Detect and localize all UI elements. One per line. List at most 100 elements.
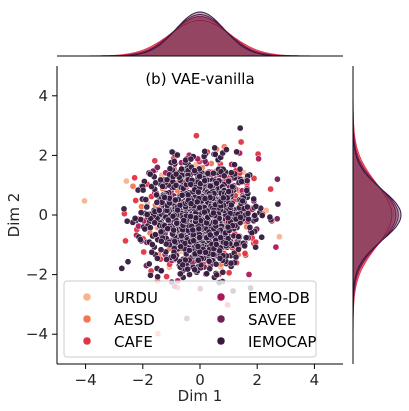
scatter-point	[213, 271, 221, 279]
scatter-point	[209, 251, 217, 258]
scatter-point	[137, 236, 144, 243]
scatter-point	[266, 213, 274, 221]
legend-label: IEMOCAP	[248, 333, 316, 351]
y-tick-label: 4	[38, 87, 48, 105]
scatter-point	[157, 267, 165, 275]
scatter-point	[241, 250, 249, 257]
scatter-point	[222, 239, 230, 247]
scatter-point	[227, 169, 235, 177]
scatter-point	[157, 228, 165, 236]
scatter-point	[219, 194, 227, 202]
x-axis-label: Dim 1	[178, 387, 223, 405]
scatter-point	[245, 215, 252, 223]
scatter-point	[163, 176, 171, 184]
scatter-point	[276, 233, 283, 241]
scatter-point	[137, 216, 145, 223]
scatter-point	[132, 197, 140, 204]
scatter-point	[231, 161, 238, 169]
scatter-point	[250, 195, 258, 203]
legend-label: URDU	[114, 289, 158, 307]
scatter-point	[154, 255, 161, 262]
scatter-point	[217, 234, 225, 241]
scatter-point	[236, 124, 244, 132]
scatter-point	[201, 208, 208, 216]
scatter-point	[157, 237, 165, 245]
scatter-point	[206, 265, 214, 273]
legend-marker	[216, 314, 226, 324]
scatter-point	[241, 242, 248, 250]
scatter-point	[203, 270, 211, 278]
scatter-point	[131, 215, 139, 222]
scatter-point	[244, 210, 252, 217]
scatter-point	[233, 148, 240, 156]
x-tick-label: −4	[75, 371, 97, 389]
scatter-point	[172, 170, 180, 178]
scatter-point	[153, 199, 161, 206]
scatter-point	[258, 233, 266, 241]
scatter-point	[164, 216, 172, 224]
scatter-point	[196, 234, 203, 241]
scatter-point	[225, 188, 233, 195]
scatter-point	[194, 243, 202, 250]
scatter-point	[170, 158, 178, 165]
scatter-point	[118, 265, 126, 272]
scatter-point	[195, 256, 202, 264]
legend-marker	[82, 292, 92, 302]
scatter-point	[245, 271, 253, 278]
scatter-point	[153, 191, 160, 199]
scatter-point	[273, 215, 281, 223]
scatter-point	[211, 144, 219, 152]
scatter-point	[210, 209, 217, 217]
scatter-point	[223, 146, 230, 153]
scatter-point	[191, 167, 198, 175]
scatter-point	[163, 273, 170, 280]
scatter-point	[201, 177, 209, 185]
scatter-point	[237, 138, 245, 146]
scatter-point	[180, 217, 188, 224]
scatter-point	[238, 178, 245, 185]
scatter-point	[172, 181, 180, 189]
scatter-point	[211, 218, 219, 226]
scatter-point	[274, 175, 281, 183]
scatter-point	[151, 219, 159, 227]
scatter-point	[220, 172, 228, 180]
scatter-point	[151, 157, 159, 165]
legend: URDU AESD CAFE EMO-DB SAVEE IEMOCAP	[63, 280, 317, 358]
scatter-point	[174, 206, 181, 214]
scatter-point	[237, 213, 244, 221]
scatter-point	[174, 151, 181, 159]
y-tick-label: −4	[26, 325, 48, 343]
scatter-point	[137, 209, 145, 216]
legend-label: SAVEE	[248, 311, 296, 329]
scatter-point	[140, 248, 148, 256]
legend-marker	[216, 292, 226, 302]
scatter-point	[141, 225, 149, 233]
scatter-point	[267, 185, 274, 193]
scatter-point	[274, 200, 282, 208]
y-tick-label: 0	[38, 206, 48, 224]
legend-marker	[82, 336, 92, 346]
x-tick-label: 2	[252, 371, 262, 389]
x-tick-label: 4	[310, 371, 320, 389]
scatter-point	[157, 176, 164, 184]
scatter-point	[170, 226, 178, 234]
scatter-point	[177, 243, 185, 250]
y-ticks: 4 2 0 −2 −4	[26, 87, 57, 343]
scatter-point	[148, 241, 156, 248]
scatter-point	[225, 177, 232, 185]
scatter-point	[207, 182, 214, 190]
chart-title: (b) VAE-vanilla	[145, 70, 254, 88]
scatter-point	[202, 249, 209, 256]
scatter-point	[193, 198, 201, 206]
scatter-point	[201, 195, 209, 203]
scatter-point	[189, 226, 197, 234]
scatter-point	[146, 170, 154, 178]
scatter-point	[164, 225, 171, 233]
scatter-point	[155, 206, 163, 214]
scatter-point	[169, 212, 177, 220]
scatter-point	[219, 268, 227, 276]
legend-box	[63, 280, 317, 358]
legend-marker	[216, 336, 226, 346]
scatter-point	[232, 253, 240, 261]
scatter-point	[163, 256, 170, 263]
